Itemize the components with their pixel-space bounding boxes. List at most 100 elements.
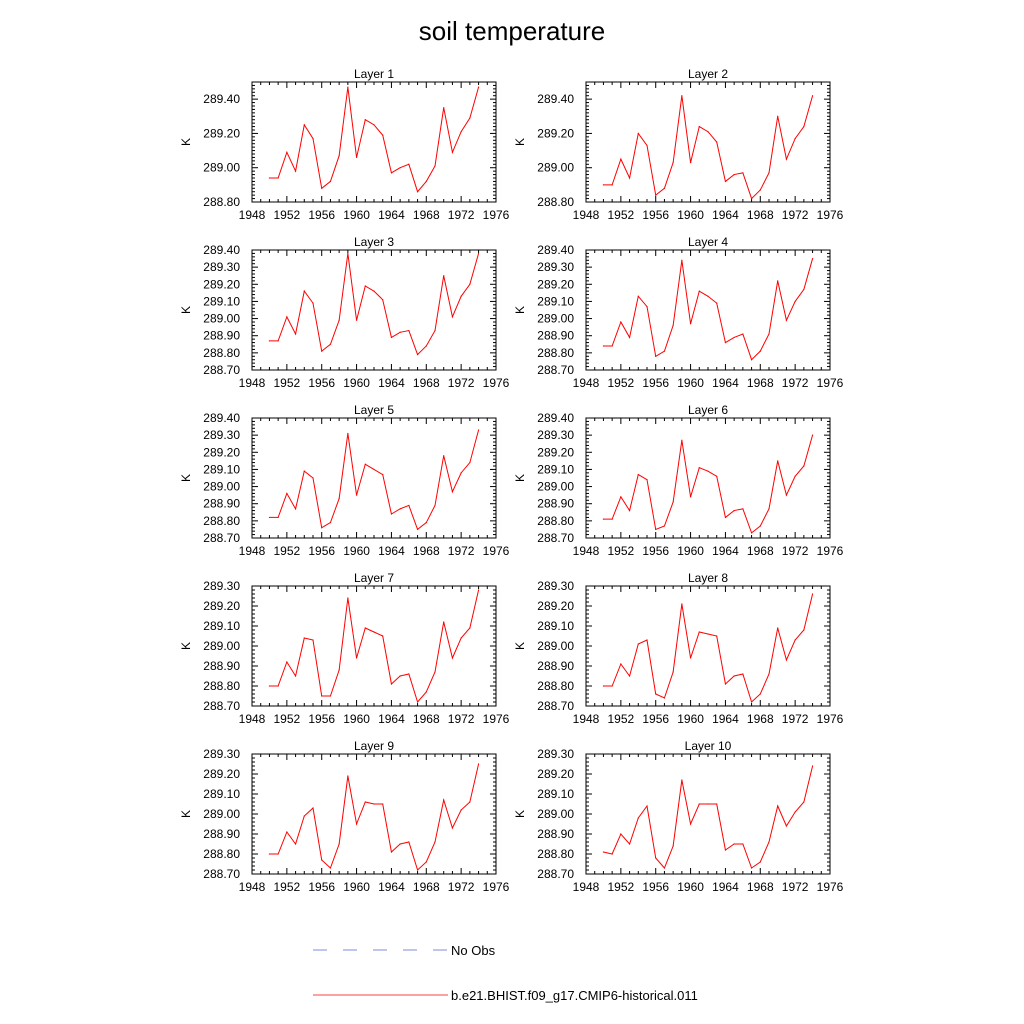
- y-axis-label: K: [513, 306, 527, 314]
- y-tick-label: 288.70: [203, 531, 240, 545]
- data-point: [759, 350, 761, 352]
- y-tick-label: 288.70: [203, 363, 240, 377]
- data-point: [399, 675, 401, 677]
- y-tick-label: 289.40: [537, 92, 574, 106]
- legend-label-2: b.e21.BHIST.f09_g17.CMIP6-historical.011: [451, 988, 698, 1003]
- data-point: [364, 285, 366, 287]
- data-point: [355, 657, 358, 659]
- data-point: [443, 799, 445, 801]
- data-point: [294, 170, 297, 172]
- panel-title: Layer 10: [685, 739, 732, 753]
- data-point: [286, 316, 288, 318]
- y-tick-label: 289.30: [203, 579, 240, 593]
- x-tick-label: 1964: [378, 208, 405, 222]
- series-line: [269, 429, 480, 531]
- x-tick-label: 1948: [239, 544, 266, 558]
- data-point: [408, 163, 410, 165]
- data-point: [408, 329, 410, 332]
- y-tick-label: 289.00: [203, 161, 240, 175]
- data-point: [611, 518, 613, 520]
- y-tick-label: 289.10: [203, 462, 240, 476]
- y-tick-label: 289.00: [203, 480, 240, 494]
- y-tick-label: 289.30: [537, 260, 574, 274]
- data-point: [294, 508, 297, 510]
- data-point: [477, 252, 480, 255]
- y-axis-label: K: [513, 810, 527, 818]
- series-line: [603, 435, 814, 534]
- data-point: [451, 491, 454, 493]
- data-point: [286, 661, 288, 663]
- data-point: [286, 831, 288, 833]
- data-point: [355, 156, 358, 159]
- panel-grid: Layer 1 K 1948 1952 1956 1960 1964 1968 1972 1976…: [179, 67, 844, 894]
- data-point: [620, 158, 622, 160]
- data-point: [777, 280, 779, 282]
- data-point: [321, 187, 323, 189]
- data-point: [611, 184, 613, 186]
- y-tick-label: 288.80: [537, 195, 574, 209]
- data-point: [355, 823, 358, 825]
- y-tick-label: 289.00: [537, 312, 574, 326]
- y-axis-label: K: [513, 642, 527, 650]
- x-tick-label: 1960: [343, 712, 370, 726]
- y-tick-label: 289.40: [203, 411, 240, 425]
- y-tick-label: 288.70: [537, 531, 574, 545]
- x-tick-label: 1968: [413, 880, 440, 894]
- data-point: [329, 695, 332, 697]
- plot-frame: [251, 585, 497, 707]
- data-point: [742, 172, 744, 174]
- data-point: [794, 475, 796, 477]
- data-point: [611, 345, 613, 347]
- panel-title: Layer 5: [354, 403, 394, 417]
- data-point: [663, 187, 666, 189]
- data-point: [460, 472, 462, 474]
- data-point: [364, 627, 366, 629]
- panel-6: Layer 6 K 1948 1952 1956 1960 1964 1968 1972 1976…: [513, 403, 844, 558]
- x-tick-label: 1976: [817, 376, 844, 390]
- y-tick-label: 288.70: [537, 699, 574, 713]
- data-point: [373, 803, 375, 805]
- data-point: [303, 637, 305, 639]
- data-point: [768, 508, 770, 510]
- x-tick-label: 1968: [747, 712, 774, 726]
- series-line: [269, 589, 480, 704]
- x-tick-label: 1956: [308, 376, 335, 390]
- data-point: [451, 827, 454, 829]
- data-point: [655, 528, 657, 531]
- data-point: [733, 843, 735, 845]
- data-point: [689, 161, 692, 164]
- data-point: [759, 189, 761, 191]
- data-point: [785, 825, 788, 827]
- data-point: [469, 283, 471, 285]
- data-point: [451, 316, 454, 318]
- data-point: [724, 849, 727, 851]
- data-point: [742, 508, 744, 510]
- data-point: [750, 197, 753, 200]
- data-point: [628, 177, 631, 179]
- x-tick-label: 1976: [483, 544, 510, 558]
- y-tick-label: 289.10: [203, 787, 240, 801]
- data-point: [637, 132, 639, 135]
- data-point: [681, 603, 683, 605]
- data-point: [434, 504, 436, 507]
- data-point: [811, 257, 814, 260]
- data-point: [451, 151, 454, 153]
- data-point: [364, 801, 366, 803]
- data-point: [698, 631, 700, 633]
- y-tick-label: 289.00: [203, 312, 240, 326]
- data-point: [750, 867, 753, 869]
- data-point: [785, 494, 788, 496]
- x-tick-label: 1952: [274, 712, 301, 726]
- x-tick-label: 1976: [483, 376, 510, 390]
- data-point: [382, 803, 384, 805]
- data-point: [382, 635, 384, 637]
- data-point: [724, 341, 727, 344]
- x-tick-label: 1960: [677, 208, 704, 222]
- x-tick-label: 1956: [642, 544, 669, 558]
- x-tick-label: 1952: [608, 544, 635, 558]
- y-tick-label: 289.00: [203, 807, 240, 821]
- data-point: [698, 803, 700, 805]
- data-point: [477, 86, 480, 88]
- data-point: [477, 763, 480, 765]
- data-point: [768, 172, 770, 174]
